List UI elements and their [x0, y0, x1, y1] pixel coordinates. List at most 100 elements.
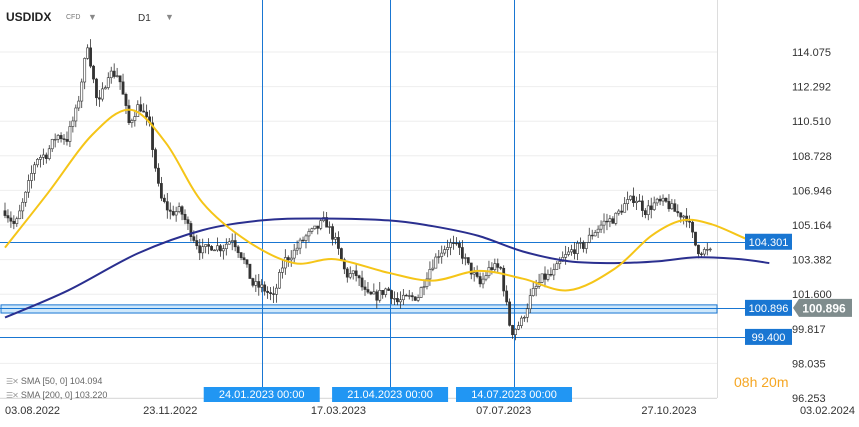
- candle-body: [180, 206, 184, 215]
- candle-body: [50, 139, 54, 150]
- candle: [80, 78, 84, 109]
- y-axis-tick-label: 108.728: [792, 151, 832, 163]
- candle-body: [446, 247, 450, 250]
- candle: [508, 298, 511, 327]
- candle-body: [151, 122, 154, 150]
- candle: [177, 202, 181, 214]
- candle-body: [337, 237, 340, 249]
- candle: [579, 237, 582, 249]
- candle: [6, 209, 10, 223]
- candle: [98, 89, 101, 107]
- candle-body: [351, 270, 355, 274]
- candle: [658, 195, 662, 206]
- candle: [519, 315, 523, 329]
- indicator-sma-200[interactable]: ☰✕ SMA [200, 0] 103.220: [6, 390, 107, 400]
- candle: [71, 116, 75, 133]
- candle-body: [369, 291, 373, 295]
- candle: [50, 138, 54, 152]
- candle: [239, 251, 243, 261]
- candle-body: [469, 262, 473, 275]
- candle: [136, 100, 140, 117]
- sma-200-line[interactable]: [4, 217, 770, 319]
- candle-body: [92, 65, 95, 80]
- candle-body: [133, 116, 137, 121]
- candle-body: [425, 278, 429, 287]
- timeframe-label[interactable]: D1: [138, 13, 151, 24]
- candle-body: [514, 328, 517, 336]
- candle-body: [688, 220, 691, 223]
- candle: [422, 279, 426, 296]
- candle: [399, 291, 402, 309]
- level-price-tag[interactable]: 99.400: [745, 328, 792, 345]
- candle: [298, 237, 302, 255]
- candle-body: [372, 291, 376, 295]
- candle: [694, 231, 697, 247]
- candle: [62, 134, 66, 145]
- candle-body: [112, 70, 116, 77]
- candle-body: [679, 212, 683, 218]
- timeframe-dropdown-chevron-icon[interactable]: ▼: [165, 12, 174, 22]
- candle: [24, 191, 28, 207]
- candle-body: [626, 199, 630, 204]
- candle-body: [534, 286, 538, 289]
- candle: [404, 293, 408, 297]
- candle: [466, 257, 470, 266]
- candle-body: [227, 241, 231, 245]
- sma-50-line[interactable]: [4, 108, 770, 292]
- candle: [3, 202, 7, 219]
- candle-body: [596, 228, 600, 233]
- level-price-tag-text: 100.896: [749, 303, 789, 315]
- symbol-dropdown-chevron-icon[interactable]: ▼: [88, 12, 97, 22]
- candle: [543, 266, 547, 288]
- candle: [401, 289, 405, 306]
- candle: [59, 132, 63, 143]
- candle: [180, 205, 184, 221]
- candle: [499, 266, 503, 271]
- candle: [584, 242, 588, 254]
- candle-body: [33, 164, 36, 174]
- candle: [525, 303, 529, 323]
- indicator-settings-icon[interactable]: ☰✕: [6, 391, 19, 400]
- candle: [632, 187, 635, 207]
- indicator-sma-50[interactable]: ☰✕ SMA [50, 0] 104.094: [6, 376, 102, 386]
- candle-body: [15, 218, 19, 224]
- candle: [251, 277, 255, 288]
- vertical-line-date-tag[interactable]: 24.01.2023 00:00: [203, 387, 320, 402]
- vertical-line-date-tag[interactable]: 21.04.2023 00:00: [332, 387, 449, 402]
- candle-body: [121, 81, 125, 95]
- candle: [431, 259, 435, 272]
- candle-body: [18, 210, 22, 220]
- candle: [248, 263, 252, 279]
- level-price-tag[interactable]: 100.896: [745, 299, 792, 316]
- indicator-settings-icon[interactable]: ☰✕: [6, 377, 19, 386]
- candle-body: [331, 226, 334, 240]
- candle: [295, 240, 299, 256]
- candle-body: [154, 149, 157, 169]
- candle: [236, 244, 240, 258]
- candle: [434, 253, 438, 269]
- candle-body: [404, 294, 408, 297]
- candle-body: [239, 252, 243, 259]
- candle-body: [502, 267, 506, 292]
- candle: [257, 274, 261, 296]
- candle: [357, 274, 361, 286]
- candle-body: [316, 225, 320, 229]
- candle-body: [283, 257, 287, 269]
- level-price-tag[interactable]: 104.301: [745, 233, 792, 250]
- candle-body: [667, 201, 671, 210]
- candle-body: [573, 249, 576, 254]
- candle: [685, 208, 689, 228]
- vertical-line-date-tag[interactable]: 14.07.2023 00:00: [456, 387, 573, 402]
- candle: [77, 95, 81, 112]
- candle: [517, 321, 520, 331]
- candle-body: [493, 263, 497, 270]
- candle: [145, 104, 149, 126]
- candle: [319, 219, 323, 231]
- candle: [142, 103, 146, 113]
- candle: [413, 296, 417, 302]
- candle-body: [567, 251, 571, 255]
- symbol-label[interactable]: USDIDX: [6, 10, 52, 24]
- candle: [260, 279, 264, 293]
- candle: [227, 238, 231, 245]
